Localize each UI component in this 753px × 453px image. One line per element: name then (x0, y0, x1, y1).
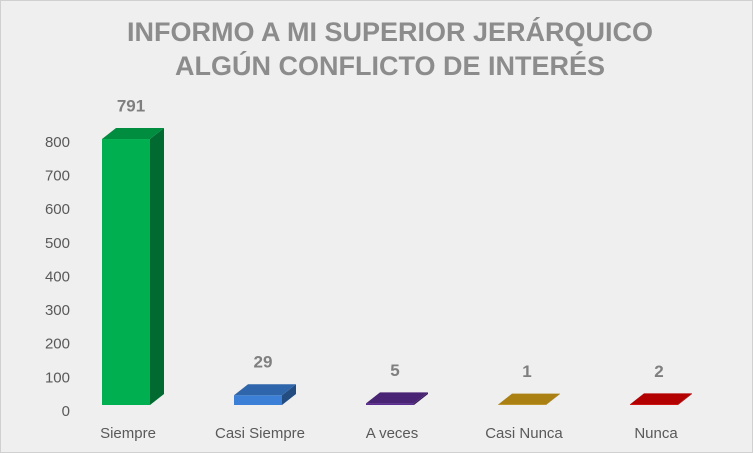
bar-top (234, 384, 296, 396)
x-tick-label: Casi Nunca (485, 425, 563, 442)
bar (234, 384, 296, 405)
x-tick-label: Siempre (100, 425, 156, 442)
bar-front (102, 139, 150, 405)
bar-front (234, 395, 282, 405)
data-label: 1 (522, 362, 531, 381)
y-tick-label: 700 (45, 168, 70, 185)
bar-top (498, 393, 560, 405)
chart-title: INFORMO A MI SUPERIOR JERÁRQUICO (127, 16, 653, 47)
x-tick-label: Nunca (634, 425, 678, 442)
y-tick-label: 100 (45, 369, 70, 386)
bar (102, 128, 164, 405)
x-tick-label: Casi Siempre (215, 425, 305, 442)
bar-front (366, 403, 414, 405)
bar-side (414, 392, 428, 405)
y-tick-label: 300 (45, 302, 70, 319)
bar-side (678, 393, 692, 405)
bar-top (630, 393, 692, 405)
y-tick-label: 500 (45, 235, 70, 252)
data-label: 5 (390, 361, 399, 380)
bar-front (630, 404, 678, 405)
bar-top (366, 392, 428, 404)
chart-title: ALGÚN CONFLICTO DE INTERÉS (175, 50, 605, 81)
y-tick-label: 200 (45, 336, 70, 353)
y-tick-label: 0 (62, 403, 70, 420)
bar (366, 392, 428, 405)
data-label: 29 (254, 353, 273, 372)
bar-top (102, 128, 164, 140)
y-tick-label: 800 (45, 134, 70, 151)
bar-side (150, 128, 164, 405)
bar (498, 393, 560, 405)
data-label: 2 (654, 362, 663, 381)
y-tick-label: 600 (45, 201, 70, 218)
y-tick-label: 400 (45, 268, 70, 285)
data-label: 791 (117, 97, 145, 116)
x-tick-label: A veces (366, 425, 419, 442)
bar-side (546, 393, 560, 405)
bar-side (282, 384, 296, 405)
bar (630, 393, 692, 405)
